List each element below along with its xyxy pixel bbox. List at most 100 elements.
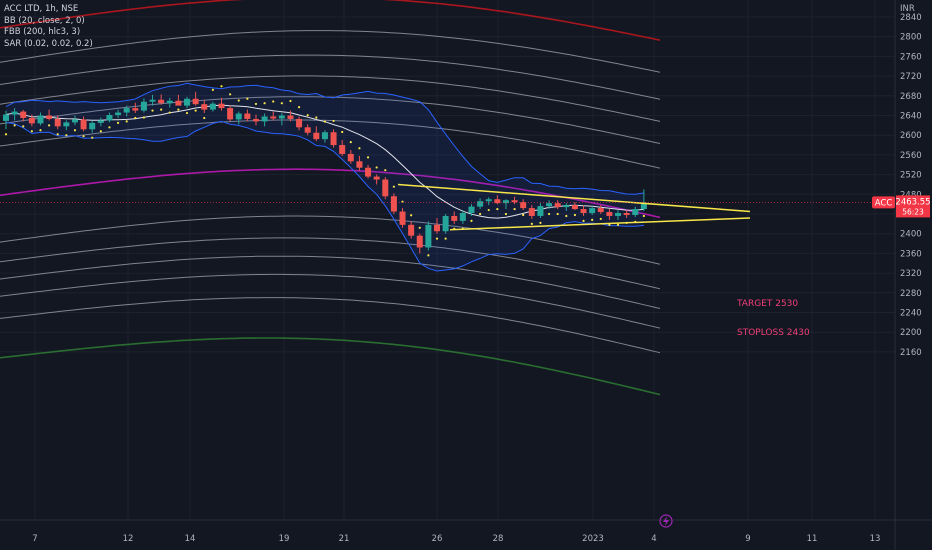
candle-body	[468, 206, 475, 214]
sar-dot	[470, 219, 473, 222]
x-tick-label: 13	[870, 534, 881, 544]
annotations: TARGET 2530 STOPLOSS 2430	[736, 299, 810, 338]
candle-body	[615, 213, 622, 216]
legend-fbb[interactable]: FBB (200, hlc3, 3)	[4, 27, 81, 37]
candle-body	[313, 132, 320, 140]
triangle-lower-line	[449, 217, 751, 231]
fbb-band-line	[0, 297, 661, 354]
candle-body	[184, 98, 191, 106]
sar-dot	[168, 111, 171, 114]
sar-dot	[513, 207, 516, 211]
legend-bb[interactable]: BB (20, close, 2, 0)	[4, 15, 85, 26]
fbb-band-line	[0, 119, 661, 169]
candle-body	[304, 127, 311, 133]
price-tag-value: 2463.55	[895, 197, 930, 207]
fbb-band-line	[0, 255, 661, 309]
candle-body	[477, 201, 484, 207]
x-tick-label: 14	[185, 534, 196, 544]
fbb-band-line	[0, 215, 661, 265]
x-tick-label: 9	[745, 534, 750, 544]
lightning-icon[interactable]	[659, 514, 673, 528]
lightning-icon-ring[interactable]	[659, 514, 673, 528]
sar-dot	[522, 213, 525, 217]
candlesticks	[3, 91, 647, 254]
y-tick-label: 2280	[900, 289, 922, 299]
y-tick-label: 2240	[900, 309, 922, 319]
candle-body	[390, 196, 397, 212]
candle-body	[546, 203, 553, 207]
fbb-band-line	[0, 30, 661, 73]
sar-dot	[410, 214, 413, 217]
candle-body	[434, 224, 440, 232]
sar-dot	[582, 219, 585, 222]
sar-dot	[315, 116, 318, 119]
ticker-tag-bg	[872, 196, 895, 209]
target-label: TARGET 2530	[736, 299, 798, 309]
candle-body	[296, 118, 303, 128]
candle-body	[218, 103, 225, 109]
sar-dot	[435, 237, 439, 240]
sar-dot	[573, 213, 577, 217]
fbb-band-line	[0, 273, 661, 329]
candle-body	[37, 115, 44, 124]
candle-body	[339, 145, 346, 154]
sar-dot	[306, 114, 309, 117]
candle-body	[442, 215, 449, 232]
sar-dot	[358, 147, 361, 150]
candle-body	[63, 122, 70, 127]
candle-body	[28, 117, 35, 124]
y-tick-label: 2400	[900, 230, 922, 240]
legend-sar[interactable]: SAR (0.02, 0.02, 0.2)	[4, 38, 93, 49]
sar-dot	[82, 135, 85, 138]
sar-dot	[487, 208, 490, 212]
sar-dot	[556, 212, 559, 216]
currency-label: INR	[900, 4, 915, 14]
candle-body	[227, 108, 234, 120]
x-tick-label: 21	[339, 534, 350, 544]
candle-body	[80, 119, 87, 130]
sar-dot	[384, 169, 387, 172]
sar-dot	[375, 166, 378, 169]
triangle-upper-line	[397, 183, 751, 213]
bb-upper-line	[5, 82, 644, 195]
candle-body	[347, 153, 354, 162]
candle-body	[580, 209, 587, 214]
triangle-pattern	[397, 183, 751, 231]
candle-body	[140, 101, 147, 111]
candle-body	[261, 116, 268, 122]
candle-body	[175, 100, 182, 106]
candle-body	[270, 116, 277, 119]
y-tick-label: 2200	[900, 328, 922, 338]
y-tick-label: 2480	[900, 190, 922, 200]
candle-body	[563, 205, 570, 208]
sar-dot	[418, 226, 421, 229]
sar-dot	[39, 129, 42, 132]
candle-body	[89, 122, 96, 130]
candle-body	[166, 100, 173, 104]
fbb-band-line	[0, 337, 661, 396]
candle-body	[632, 209, 639, 215]
sar-dot	[65, 134, 68, 137]
candle-body	[330, 132, 337, 146]
sar-dot	[280, 102, 283, 105]
lightning-icon-bolt[interactable]	[663, 516, 669, 526]
legend-symbol[interactable]: ACC LTD, 1h, NSE	[4, 4, 79, 14]
sar-dot	[263, 102, 266, 105]
sar-dot	[254, 102, 258, 106]
candle-body	[589, 208, 596, 214]
sar-dot	[91, 136, 94, 139]
candle-body	[11, 111, 18, 115]
sar-dot	[246, 97, 249, 100]
sar-dot	[116, 121, 120, 124]
sar-dot	[530, 222, 533, 225]
y-tick-label: 2640	[900, 112, 922, 122]
sar-dot	[142, 116, 146, 119]
y-tick-label: 2680	[900, 92, 922, 102]
sar-dot	[332, 119, 335, 123]
fbb-band-line	[0, 0, 661, 41]
x-tick-label: 11	[807, 534, 818, 544]
sar-dot	[4, 133, 8, 136]
candle-body	[382, 179, 389, 197]
